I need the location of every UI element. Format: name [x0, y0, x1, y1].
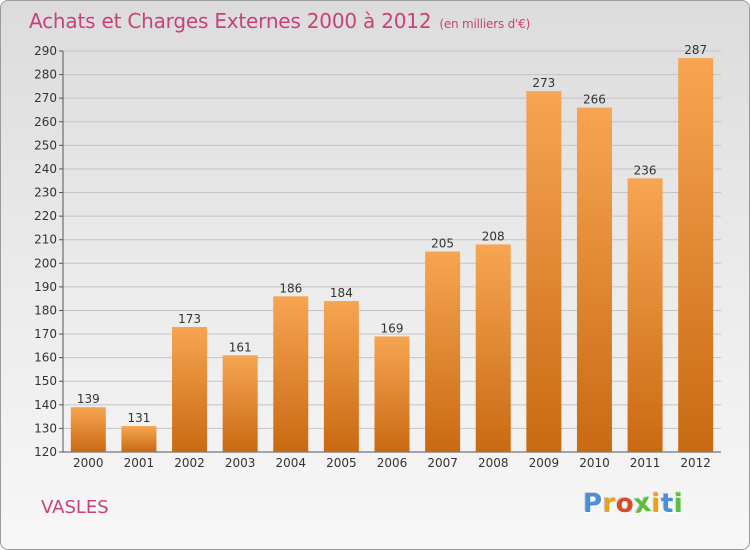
bar	[627, 178, 663, 452]
y-tick-label: 150	[34, 374, 57, 388]
y-tick-label: 130	[34, 421, 57, 435]
bar	[121, 426, 157, 452]
x-tick-label: 2008	[478, 456, 509, 470]
bar	[222, 355, 258, 452]
x-tick-label: 2011	[630, 456, 661, 470]
bar	[526, 91, 562, 452]
data-label: 236	[634, 163, 657, 177]
x-tick-label: 2001	[124, 456, 155, 470]
data-label: 208	[482, 229, 505, 243]
bar	[323, 301, 359, 452]
bar	[475, 244, 511, 452]
y-tick-label: 270	[34, 91, 57, 105]
bar	[374, 336, 410, 452]
chart-title: Achats et Charges Externes 2000 à 2012 (e…	[29, 9, 530, 33]
data-label: 266	[583, 93, 606, 107]
data-label: 205	[431, 237, 454, 251]
x-tick-label: 2004	[275, 456, 306, 470]
unit-subtitle: (en milliers d'€)	[439, 17, 531, 31]
x-tick-label: 2000	[73, 456, 104, 470]
y-tick-label: 280	[34, 68, 57, 82]
y-tick-label: 250	[34, 138, 57, 152]
y-tick-label: 200	[34, 256, 57, 270]
y-tick-label: 260	[34, 115, 57, 129]
data-label: 161	[229, 340, 252, 354]
data-label: 169	[381, 321, 404, 335]
x-tick-label: 2007	[427, 456, 458, 470]
data-label: 139	[77, 392, 100, 406]
proxiti-logo: Proxiti	[583, 487, 684, 521]
data-label: 273	[532, 76, 555, 90]
y-tick-label: 210	[34, 233, 57, 247]
bar	[425, 251, 461, 452]
y-tick-label: 190	[34, 280, 57, 294]
data-label: 287	[684, 43, 707, 57]
title-text: Achats et Charges Externes 2000 à 2012	[29, 9, 432, 33]
y-tick-label: 120	[34, 445, 57, 459]
y-tick-label: 170	[34, 327, 57, 341]
x-tick-label: 2012	[680, 456, 711, 470]
y-tick-label: 240	[34, 162, 57, 176]
x-tick-label: 2006	[377, 456, 408, 470]
bar	[273, 296, 309, 452]
x-tick-label: 2009	[529, 456, 560, 470]
y-tick-label: 160	[34, 351, 57, 365]
bar	[678, 58, 714, 452]
x-tick-label: 2003	[225, 456, 256, 470]
y-tick-label: 140	[34, 398, 57, 412]
bar	[70, 407, 106, 452]
y-tick-label: 220	[34, 209, 57, 223]
data-label: 131	[127, 411, 150, 425]
bar	[576, 107, 612, 453]
bar	[172, 326, 208, 452]
data-label: 186	[279, 281, 302, 295]
data-label: 184	[330, 286, 353, 300]
commune-name: VASLES	[41, 497, 109, 518]
x-tick-label: 2002	[174, 456, 205, 470]
data-label: 173	[178, 312, 201, 326]
y-tick-label: 230	[34, 186, 57, 200]
x-tick-label: 2005	[326, 456, 357, 470]
x-tick-label: 2010	[579, 456, 610, 470]
y-tick-label: 290	[34, 44, 57, 58]
y-tick-label: 180	[34, 303, 57, 317]
